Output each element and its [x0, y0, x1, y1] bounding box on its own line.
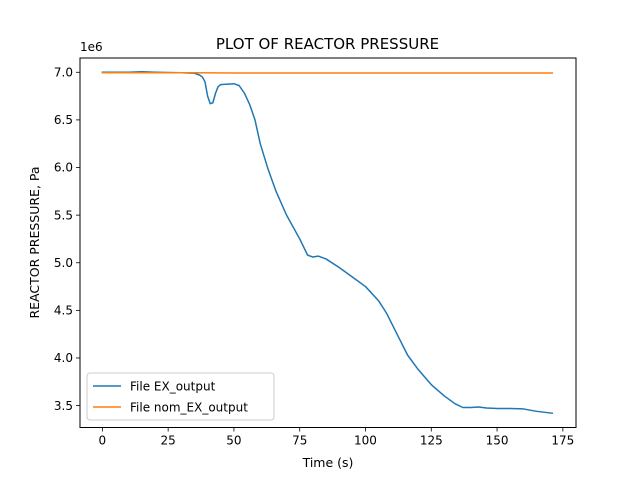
x-tick-label: 75	[292, 434, 307, 448]
legend-label-nom-ex-output: File nom_EX_output	[130, 401, 248, 415]
legend-box	[86, 372, 275, 421]
x-tick-label: 150	[486, 434, 509, 448]
y-tick-label: 5.0	[54, 256, 73, 270]
y-tick-label: 7.0	[54, 65, 73, 79]
y-tick-label: 6.0	[54, 161, 73, 175]
legend: File EX_output File nom_EX_output	[86, 372, 275, 421]
x-tick-label: 175	[551, 434, 574, 448]
y-tick-label: 6.5	[54, 113, 73, 127]
plot-lines	[101, 71, 554, 415]
x-axis-label: Time (s)	[302, 455, 354, 470]
x-tick-label: 25	[161, 434, 176, 448]
series-line-0	[101, 71, 554, 415]
x-tick-label: 100	[354, 434, 377, 448]
x-tick-label: 50	[226, 434, 241, 448]
x-tick-label: 125	[420, 434, 443, 448]
plot-frame	[79, 57, 577, 428]
y-axis-label: REACTOR PRESSURE, Pa	[27, 166, 42, 318]
y-offset-text: 1e6	[80, 40, 103, 54]
y-axis-ticks: 3.5 4.0 4.5 5.0 5.5 6.0 6.5 7.0	[54, 65, 80, 413]
legend-label-ex-output: File EX_output	[130, 380, 216, 394]
y-tick-label: 4.0	[54, 351, 73, 365]
y-tick-label: 4.5	[54, 304, 73, 318]
chart-title: PLOT OF REACTOR PRESSURE	[216, 35, 439, 53]
x-axis-ticks: 0 25 50 75 100 125 150 175	[99, 427, 574, 448]
y-tick-label: 3.5	[54, 399, 73, 413]
y-tick-label: 5.5	[54, 208, 73, 222]
x-tick-label: 0	[99, 434, 107, 448]
